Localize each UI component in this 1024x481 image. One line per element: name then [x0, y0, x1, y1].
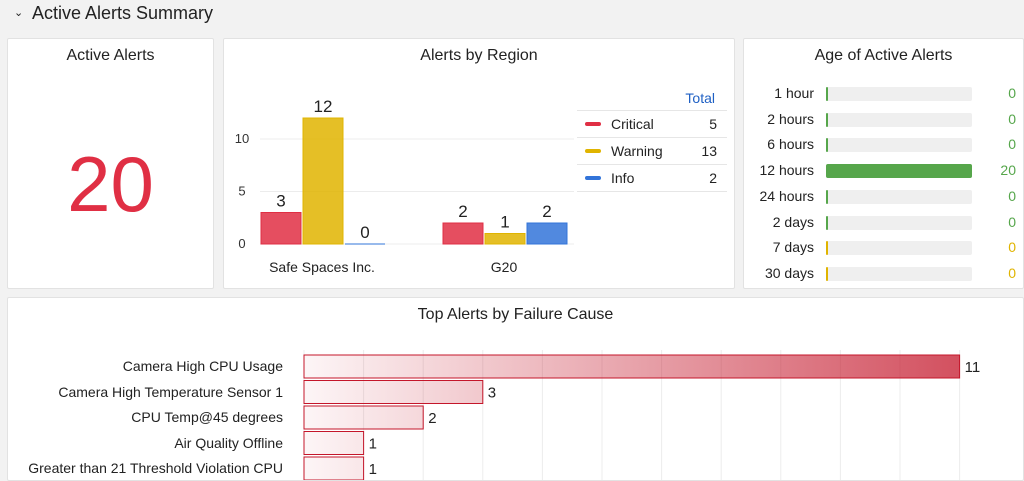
legend-label: Critical	[611, 116, 654, 132]
age-value: 0	[1008, 110, 1016, 127]
legend-header-total[interactable]: Total	[577, 87, 727, 111]
bar-critical[interactable]	[260, 212, 302, 245]
age-row[interactable]: 2 days 0	[744, 210, 1023, 236]
cause-bar[interactable]	[303, 405, 424, 430]
age-track	[826, 241, 972, 256]
age-label: 2 days	[772, 213, 814, 230]
age-value: 0	[1008, 213, 1016, 230]
bar-value-label: 2	[542, 202, 551, 221]
age-value: 0	[1008, 187, 1016, 204]
age-track	[826, 87, 972, 101]
age-label: 24 hours	[759, 187, 814, 204]
age-fill	[826, 215, 828, 230]
age-row[interactable]: 1 hour 0	[744, 81, 1023, 107]
cause-label: Greater than 21 Threshold Violation CPU	[28, 460, 283, 476]
cause-bar[interactable]	[303, 431, 365, 455]
age-fill	[826, 266, 828, 281]
y-tick-label: 5	[238, 184, 245, 199]
bar-warning[interactable]	[302, 117, 344, 245]
age-row[interactable]: 24 hours 0	[744, 184, 1023, 210]
cause-bar[interactable]	[303, 456, 365, 480]
legend-item-warning[interactable]: Warning 13	[577, 138, 727, 165]
cause-bar[interactable]	[303, 380, 484, 404]
section-header[interactable]: ⌄ Active Alerts Summary	[14, 0, 213, 26]
bar-warning[interactable]	[484, 233, 526, 245]
panel-title: Age of Active Alerts	[814, 47, 953, 64]
cause-label: Camera High CPU Usage	[122, 358, 283, 374]
age-fill	[826, 164, 972, 179]
info-swatch	[585, 176, 601, 180]
age-fill	[826, 241, 828, 256]
legend-label: Info	[611, 170, 635, 186]
age-fill	[826, 112, 828, 127]
warning-swatch	[585, 149, 601, 153]
panel-title: Alerts by Region	[420, 47, 538, 64]
age-row[interactable]: 12 hours 20	[744, 158, 1023, 184]
age-row[interactable]: 7 days 0	[744, 235, 1023, 261]
panel-title: Active Alerts	[66, 47, 155, 64]
age-label: 30 days	[764, 264, 814, 281]
age-label: 12 hours	[759, 162, 814, 179]
age-row[interactable]: 2 hours 0	[744, 107, 1023, 133]
cause-label: CPU Temp@45 degrees	[131, 409, 283, 425]
cause-value-label: 1	[369, 461, 377, 478]
section-title: Active Alerts Summary	[32, 2, 214, 23]
legend-item-info[interactable]: Info 2	[577, 165, 727, 192]
alerts-by-region-panel: Alerts by Region 0 5 10 3 12 0 Safe Spaces Inc…	[223, 38, 735, 289]
age-track	[826, 164, 972, 179]
critical-swatch	[585, 122, 601, 126]
age-value: 0	[1008, 136, 1016, 153]
x-category-label: Safe Spaces Inc.	[269, 259, 375, 275]
age-row[interactable]: 6 hours 0	[744, 132, 1023, 158]
y-tick-label: 0	[238, 236, 245, 251]
age-fill	[826, 87, 828, 101]
chevron-down-icon[interactable]: ⌄	[14, 6, 24, 19]
age-track	[826, 189, 972, 204]
cause-label: Air Quality Offline	[174, 434, 283, 451]
age-row[interactable]: 30 days 0	[744, 261, 1023, 287]
cause-bar[interactable]	[303, 354, 961, 379]
legend-value: 13	[701, 143, 717, 159]
age-label: 6 hours	[767, 136, 814, 153]
bar-value-label: 1	[500, 213, 509, 232]
age-track	[826, 266, 972, 281]
x-category-label: G20	[491, 259, 518, 275]
y-tick-label: 10	[235, 131, 249, 146]
cause-value-label: 1	[369, 436, 377, 453]
bar-value-label: 3	[276, 192, 285, 211]
cause-value-label: 11	[965, 359, 981, 376]
age-label: 7 days	[772, 239, 814, 256]
age-value: 0	[1008, 239, 1016, 256]
age-label: 1 hour	[774, 85, 814, 101]
legend-value: 5	[709, 116, 717, 132]
region-legend: Total Critical 5 Warning 13 Info 2	[577, 87, 727, 192]
active-alerts-count: 20	[67, 140, 154, 228]
age-track	[826, 112, 972, 127]
age-value: 20	[1000, 162, 1016, 179]
bar-critical[interactable]	[442, 222, 484, 245]
legend-label: Warning	[611, 143, 663, 159]
age-track	[826, 215, 972, 230]
age-track	[826, 138, 972, 153]
bar-value-label: 2	[458, 202, 467, 221]
panel-title: Top Alerts by Failure Cause	[417, 306, 614, 323]
active-alerts-panel: Active Alerts 20	[7, 38, 214, 289]
age-fill	[826, 189, 828, 204]
cause-value-label: 2	[428, 410, 436, 427]
age-fill	[826, 138, 828, 153]
age-value: 0	[1008, 264, 1016, 281]
bar-info[interactable]	[526, 222, 568, 245]
legend-value: 2	[709, 170, 717, 186]
bar-value-label: 0	[360, 223, 369, 242]
age-value: 0	[1008, 85, 1016, 101]
cause-label: Camera High Temperature Sensor 1	[58, 383, 283, 400]
age-label: 2 hours	[767, 110, 814, 127]
legend-item-critical[interactable]: Critical 5	[577, 111, 727, 138]
age-of-alerts-panel: Age of Active Alerts 1 hour 0 2 hours 0 6 ho…	[743, 38, 1024, 289]
top-causes-panel: Top Alerts by Failure Cause 11 3 2 1 1 Camer…	[7, 297, 1024, 481]
cause-value-label: 3	[488, 385, 496, 402]
bar-value-label: 12	[314, 97, 333, 116]
